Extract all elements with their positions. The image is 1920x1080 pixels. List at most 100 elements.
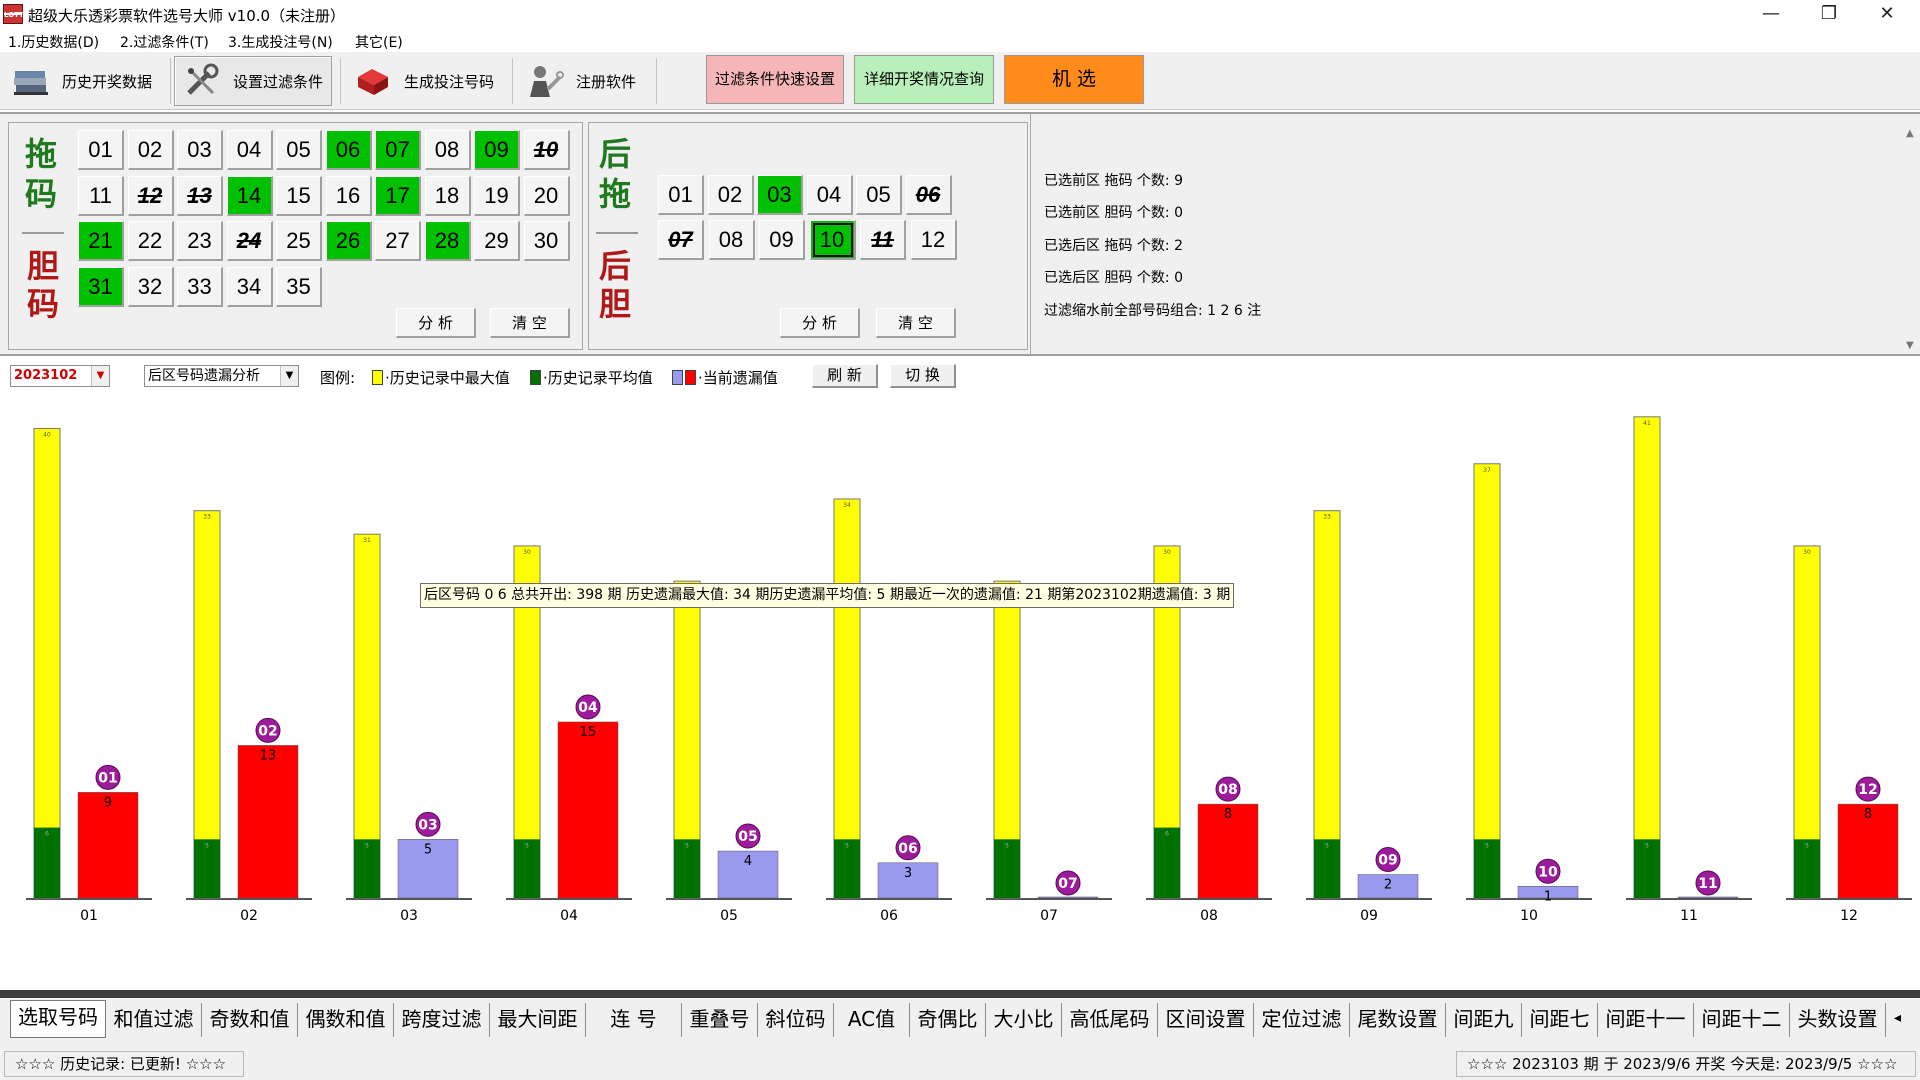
- front-number-21[interactable]: 21: [78, 221, 124, 261]
- period-select[interactable]: 2023102 ▼: [10, 365, 110, 387]
- front-number-15[interactable]: 15: [276, 175, 322, 216]
- front-number-16[interactable]: 16: [325, 175, 372, 216]
- tab-20[interactable]: 头数设置: [1790, 1003, 1886, 1037]
- tab-5[interactable]: 最大间距: [490, 1003, 586, 1037]
- back-number-06[interactable]: 06: [905, 175, 952, 215]
- front-number-23[interactable]: 23: [177, 221, 223, 261]
- front-number-18[interactable]: 18: [424, 175, 471, 216]
- front-number-32[interactable]: 32: [127, 266, 174, 307]
- quick-filter-button[interactable]: 过滤条件快速设置: [706, 55, 844, 104]
- tab-1[interactable]: 和值过滤: [106, 1003, 202, 1037]
- back-number-04[interactable]: 04: [806, 175, 853, 215]
- detail-query-button[interactable]: 详细开奖情况查询: [854, 55, 994, 104]
- front-number-11[interactable]: 11: [78, 175, 124, 216]
- back-number-03[interactable]: 03: [757, 175, 803, 215]
- front-number-24[interactable]: 24: [226, 221, 273, 261]
- back-number-05[interactable]: 05: [856, 175, 902, 215]
- restore-button[interactable]: ❐: [1820, 3, 1838, 24]
- tab-7[interactable]: 重叠号: [682, 1003, 758, 1037]
- front-number-20[interactable]: 20: [523, 175, 570, 216]
- back-number-02[interactable]: 02: [707, 175, 754, 215]
- front-number-31[interactable]: 31: [78, 266, 124, 307]
- front-number-17[interactable]: 17: [375, 175, 421, 216]
- front-number-02[interactable]: 02: [127, 130, 174, 170]
- tab-4[interactable]: 跨度过滤: [394, 1003, 490, 1037]
- current-bar-04: [557, 721, 619, 899]
- back-number-10[interactable]: 10: [809, 220, 856, 260]
- front-number-12[interactable]: 12: [127, 175, 174, 216]
- generate-numbers-button[interactable]: 生成投注号码: [346, 56, 506, 106]
- menu-history[interactable]: 1.历史数据(D): [8, 35, 100, 51]
- front-number-07[interactable]: 07: [375, 130, 421, 170]
- front-number-25[interactable]: 25: [276, 221, 322, 261]
- tab-14[interactable]: 定位过滤: [1254, 1003, 1350, 1037]
- tab-12[interactable]: 高低尾码: [1062, 1003, 1158, 1037]
- front-number-30[interactable]: 30: [523, 221, 570, 261]
- front-number-01[interactable]: 01: [78, 130, 124, 170]
- register-button[interactable]: 注册软件: [518, 56, 652, 106]
- random-pick-button[interactable]: 机 选: [1004, 55, 1144, 104]
- tab-scroll-left-icon[interactable]: ◂: [1894, 1010, 1902, 1026]
- front-number-34[interactable]: 34: [226, 266, 273, 307]
- back-number-11[interactable]: 11: [860, 220, 906, 260]
- front-number-10[interactable]: 10: [523, 130, 570, 170]
- front-number-08[interactable]: 08: [424, 130, 471, 170]
- back-number-07[interactable]: 07: [658, 220, 704, 260]
- minimize-button[interactable]: —: [1762, 3, 1780, 24]
- tab-16[interactable]: 间距九: [1446, 1003, 1522, 1037]
- tab-15[interactable]: 尾数设置: [1350, 1003, 1446, 1037]
- tab-2[interactable]: 奇数和值: [202, 1003, 298, 1037]
- front-number-03[interactable]: 03: [177, 130, 223, 170]
- menu-generate[interactable]: 3.生成投注号(N): [228, 35, 333, 51]
- tab-3[interactable]: 偶数和值: [298, 1003, 394, 1037]
- back-number-09[interactable]: 09: [759, 220, 805, 260]
- tab-13[interactable]: 区间设置: [1158, 1003, 1254, 1037]
- history-data-button[interactable]: 历史开奖数据: [4, 56, 166, 106]
- front-number-35[interactable]: 35: [276, 266, 322, 307]
- front-number-06[interactable]: 06: [325, 130, 372, 170]
- menu-other[interactable]: 其它(E): [355, 35, 403, 51]
- front-number-27[interactable]: 27: [375, 221, 421, 261]
- front-number-09[interactable]: 09: [474, 130, 520, 170]
- avg-bar-06: [834, 839, 860, 898]
- switch-button[interactable]: 切 换: [890, 364, 956, 388]
- front-number-13[interactable]: 13: [177, 175, 223, 216]
- front-number-19[interactable]: 19: [474, 175, 520, 216]
- scroll-up-arrow-icon[interactable]: ▲: [1906, 128, 1914, 139]
- front-analyze-button[interactable]: 分 析: [396, 308, 476, 338]
- set-filter-button[interactable]: 设置过滤条件: [174, 56, 332, 106]
- tab-0[interactable]: 选取号码: [10, 1000, 106, 1038]
- front-number-33[interactable]: 33: [177, 266, 223, 307]
- tab-8[interactable]: 斜位码: [758, 1003, 834, 1037]
- menu-filter[interactable]: 2.过滤条件(T): [120, 35, 209, 51]
- number-ball-label-01: 01: [98, 770, 117, 786]
- tab-11[interactable]: 大小比: [986, 1003, 1062, 1037]
- front-number-04[interactable]: 04: [226, 130, 273, 170]
- back-number-08[interactable]: 08: [708, 220, 755, 260]
- back-bank-label-2: 胆: [598, 285, 631, 323]
- avg-bar-05: [674, 839, 700, 898]
- close-button[interactable]: ✕: [1879, 3, 1895, 24]
- tab-9[interactable]: AC值: [834, 1003, 910, 1037]
- category-label-03: 03: [400, 908, 418, 924]
- tab-17[interactable]: 间距七: [1522, 1003, 1598, 1037]
- front-number-29[interactable]: 29: [474, 221, 520, 261]
- back-clear-button[interactable]: 清 空: [876, 308, 956, 338]
- front-number-28[interactable]: 28: [424, 221, 471, 261]
- tab-6[interactable]: 连 号: [586, 1003, 682, 1037]
- analysis-type-select[interactable]: 后区号码遗漏分析 ▼: [144, 365, 299, 387]
- front-number-26[interactable]: 26: [325, 221, 372, 261]
- tab-19[interactable]: 间距十二: [1694, 1003, 1790, 1037]
- front-number-05[interactable]: 05: [276, 130, 322, 170]
- back-number-12[interactable]: 12: [910, 220, 957, 260]
- tab-10[interactable]: 奇偶比: [910, 1003, 986, 1037]
- number-ball-label-10: 10: [1538, 864, 1558, 880]
- tab-18[interactable]: 间距十一: [1598, 1003, 1694, 1037]
- scroll-down-arrow-icon[interactable]: ▼: [1906, 340, 1914, 351]
- front-clear-button[interactable]: 清 空: [490, 308, 570, 338]
- refresh-button[interactable]: 刷 新: [812, 364, 878, 388]
- back-number-01[interactable]: 01: [658, 175, 704, 215]
- front-number-14[interactable]: 14: [226, 175, 273, 216]
- back-analyze-button[interactable]: 分 析: [780, 308, 860, 338]
- front-number-22[interactable]: 22: [127, 221, 174, 261]
